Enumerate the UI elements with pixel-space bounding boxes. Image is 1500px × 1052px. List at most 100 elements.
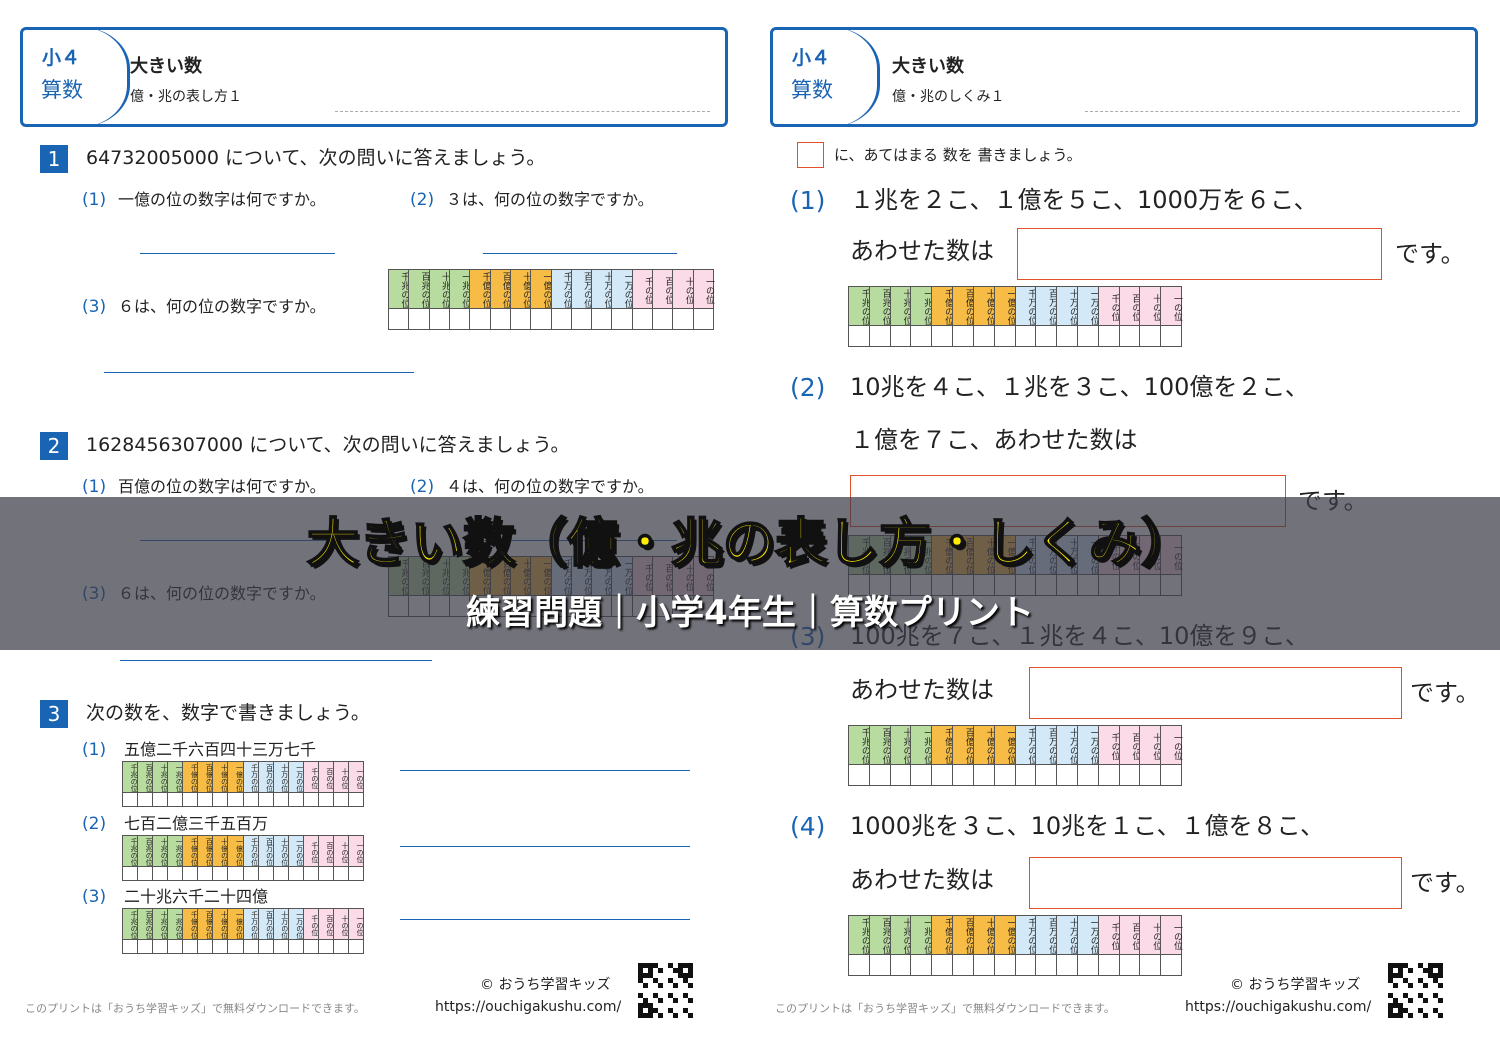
blank-cell — [1139, 325, 1162, 347]
answer-line — [400, 919, 690, 920]
place-cell: 一兆の位 — [910, 915, 933, 955]
answer-line — [400, 846, 690, 847]
blank-cell — [227, 792, 244, 807]
place-cell: 十億の位 — [972, 725, 995, 765]
item-label: (3) — [82, 296, 107, 317]
qr-dot — [1428, 968, 1434, 974]
qr-dot — [668, 993, 674, 999]
place-cell: 千億の位 — [931, 286, 954, 326]
qr-dot — [1433, 963, 1439, 969]
place-cell: 千兆の位 — [848, 286, 870, 326]
blank-cell — [167, 792, 184, 807]
place-cell: 一の位 — [692, 269, 714, 309]
blank-cell — [1160, 325, 1182, 347]
sheet-title: 大きい数 — [130, 56, 202, 77]
qr-dot — [1408, 983, 1414, 989]
blank-cell — [212, 792, 229, 807]
blank-cell — [272, 866, 289, 881]
blank-cell — [152, 939, 169, 954]
problem-label: (2) — [790, 372, 826, 402]
item-text: ６は、何の位の数字ですか。 — [118, 297, 326, 316]
question-text: 次の数を、数字で書きましょう。 — [86, 701, 370, 724]
qr-dot — [643, 1003, 649, 1009]
place-cell: 千の位 — [631, 269, 654, 309]
qr-dot — [668, 978, 674, 984]
place-cell: 千の位 — [302, 835, 319, 867]
qr-dot — [658, 983, 664, 989]
place-cell: 十億の位 — [972, 915, 995, 955]
blank-cell — [848, 764, 870, 786]
place-cell: 一万の位 — [1076, 915, 1099, 955]
blank-cell — [1056, 954, 1078, 976]
qr-dot — [1433, 1008, 1439, 1014]
banner — [0, 497, 1500, 650]
blank-cell — [167, 866, 184, 881]
blank-cell — [257, 939, 274, 954]
item-label: (1) — [82, 476, 107, 497]
place-cell: 十兆の位 — [889, 286, 912, 326]
blank-cell — [388, 308, 410, 330]
blank-cell — [197, 792, 214, 807]
place-cell: 一億の位 — [993, 286, 1016, 326]
place-cell: 一万の位 — [1076, 725, 1099, 765]
qr-dot — [688, 1013, 694, 1019]
place-cell: 十億の位 — [972, 286, 995, 326]
banner-subtitle: 練習問題｜小学4年生｜算数プリント — [466, 593, 1034, 633]
sheet-title: 大きい数 — [892, 56, 964, 77]
answer-box — [1029, 667, 1402, 719]
place-cell: 千万の位 — [242, 835, 259, 867]
qr-dot — [1438, 963, 1444, 969]
qr-dot — [678, 968, 684, 974]
item-text: 百億の位の数字は何ですか。 — [118, 477, 326, 496]
blank-cell — [972, 954, 995, 976]
qr-dot — [688, 998, 694, 1004]
blank-cell — [152, 866, 169, 881]
qr-dot — [688, 983, 694, 989]
place-cell: 百億の位 — [952, 286, 974, 326]
qr-dot — [1418, 993, 1424, 999]
blank-cell — [889, 954, 912, 976]
qr-dot — [643, 1013, 649, 1019]
blank-cell — [692, 308, 714, 330]
qr-dot — [673, 1013, 679, 1019]
qr-dot — [1433, 978, 1439, 984]
answer-line — [120, 660, 432, 661]
place-cell: 百兆の位 — [137, 761, 154, 793]
blank-cell — [347, 939, 364, 954]
answer-line — [483, 253, 677, 254]
qr-dot — [1428, 963, 1434, 969]
place-cell: 千億の位 — [469, 269, 491, 309]
qr-dot — [1418, 1008, 1424, 1014]
blank-cell — [448, 308, 471, 330]
place-cell: 百万の位 — [1035, 915, 1058, 955]
place-cell: 百億の位 — [489, 269, 511, 309]
sheet-subtitle: 億・兆のしくみ１ — [892, 89, 1005, 105]
blank-cell — [242, 939, 259, 954]
place-cell: 百兆の位 — [868, 286, 891, 326]
blank-cell — [1118, 764, 1141, 786]
blank-cell — [272, 939, 289, 954]
blank-cell — [317, 792, 334, 807]
place-cell: 一兆の位 — [167, 908, 184, 940]
place-cell: 十万の位 — [272, 761, 289, 793]
blank-cell — [347, 866, 364, 881]
blank-cell — [197, 939, 214, 954]
blank-cell — [122, 939, 139, 954]
place-cell: 百の位 — [317, 835, 334, 867]
blank-cell — [631, 308, 654, 330]
place-cell: 千万の位 — [1014, 286, 1037, 326]
suffix: です。 — [1410, 679, 1480, 707]
blank-cell — [868, 325, 891, 347]
qr-dot — [1403, 993, 1409, 999]
qr-dot — [683, 1008, 689, 1014]
qr-dot — [638, 1003, 644, 1009]
blank-cell — [1035, 764, 1058, 786]
question-number: 3 — [40, 700, 68, 728]
place-cell: 百億の位 — [952, 725, 974, 765]
suffix: です。 — [1395, 240, 1465, 268]
blank-cell — [1035, 954, 1058, 976]
place-cell: 百万の位 — [1035, 725, 1058, 765]
blank-cell — [931, 764, 954, 786]
blank-cell — [167, 939, 184, 954]
qr-dot — [688, 963, 694, 969]
